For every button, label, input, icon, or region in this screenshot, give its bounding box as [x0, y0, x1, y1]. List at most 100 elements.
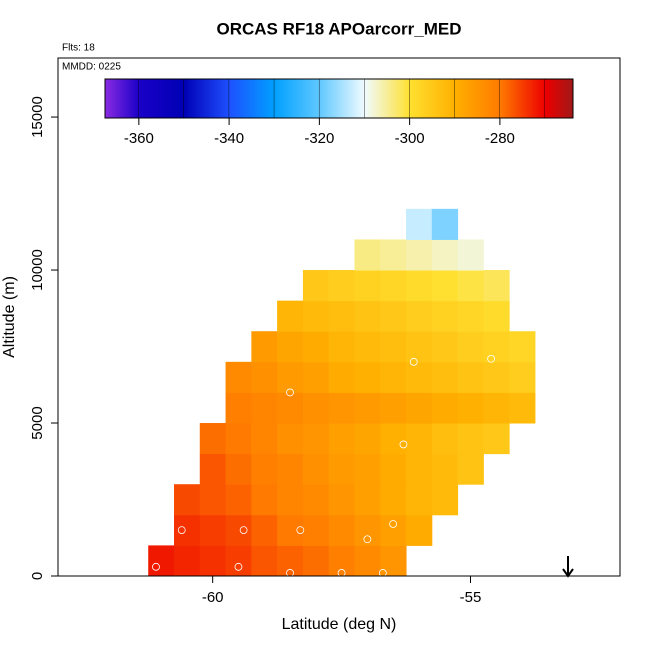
heat-cell [277, 545, 304, 577]
heat-cell [431, 392, 459, 424]
heat-cell [431, 270, 459, 302]
heat-cell [406, 331, 433, 363]
heat-cell [483, 392, 510, 424]
heat-cell [328, 300, 355, 332]
heat-cell [302, 392, 330, 424]
heat-cell [509, 392, 536, 424]
date-label: MMDD: 0225 [62, 62, 121, 73]
heat-cell [431, 300, 459, 332]
sample-point [538, 394, 547, 403]
heat-cell [302, 361, 330, 393]
heat-cell [354, 270, 381, 302]
heat-cell [406, 361, 433, 393]
sample-point [440, 195, 449, 204]
heat-cell [483, 270, 510, 302]
heat-cell [199, 453, 227, 485]
heat-cell [406, 484, 433, 516]
colorbar-segment [138, 79, 185, 118]
heat-cell [354, 331, 381, 363]
y-tick-label: 15000 [29, 96, 46, 138]
heat-cell [380, 545, 407, 577]
colorbar-frame [104, 78, 574, 119]
heat-cell [406, 208, 433, 240]
heat-cell [354, 484, 381, 516]
heat-cell [457, 361, 484, 393]
heat-cell [380, 331, 407, 363]
heat-cell [483, 423, 510, 455]
colorbar-segment [499, 79, 546, 118]
sample-point [487, 354, 496, 363]
heat-cell [174, 545, 201, 577]
heat-cell [457, 270, 484, 302]
heat-cell [302, 331, 330, 363]
heat-cell [251, 484, 278, 516]
heat-cell [380, 453, 407, 485]
colorbar-tick-label: -340 [214, 130, 244, 147]
sample-point [518, 302, 526, 311]
heat-cell [509, 361, 536, 393]
heat-cell [406, 514, 433, 546]
heat-cell [406, 392, 433, 424]
sample-point [363, 535, 372, 544]
heat-cell [328, 545, 355, 577]
colorbar: -360 -340 -320 -300 -280 [104, 78, 574, 147]
y-tick-label: 0 [29, 572, 46, 580]
axes: -60 -55 0 5000 10000 15000 [29, 96, 481, 606]
heatmap [148, 208, 536, 577]
heat-cell [431, 423, 459, 455]
heat-cell [457, 453, 484, 485]
heat-cell [328, 514, 355, 546]
heat-cell [251, 331, 278, 363]
colorbar-segment [545, 79, 574, 118]
heat-cell [354, 392, 381, 424]
heat-cell [483, 331, 510, 363]
heat-cell [148, 545, 175, 577]
heat-cell [225, 423, 252, 455]
heat-cell [199, 545, 227, 577]
heat-cell [457, 331, 484, 363]
heat-cell [431, 484, 459, 516]
sample-point [229, 334, 238, 343]
heat-cell [328, 331, 355, 363]
colorbar-tick-label: -300 [395, 130, 425, 147]
heat-cell [380, 239, 407, 271]
heat-cell [277, 423, 304, 455]
heat-cell [174, 484, 201, 516]
heat-cell [406, 300, 433, 332]
heat-cell [251, 514, 278, 546]
heat-cell [380, 484, 407, 516]
heat-cell [251, 453, 278, 485]
colorbar-segment [105, 79, 140, 118]
heat-cell [277, 484, 304, 516]
colorbar-segment [319, 79, 365, 118]
heat-cell [277, 300, 304, 332]
chart-title: ORCAS RF18 APOarcorr_MED [217, 19, 462, 38]
heat-cell [302, 514, 330, 546]
heat-cell [302, 423, 330, 455]
sample-point [177, 474, 186, 482]
heat-cell [302, 300, 330, 332]
direction-arrow [562, 556, 574, 578]
heat-cell [509, 331, 536, 363]
heat-cell [406, 239, 433, 271]
heat-cell [302, 545, 330, 577]
heat-cell [328, 270, 355, 302]
heat-cell [354, 361, 381, 393]
heat-cell [199, 484, 227, 516]
heat-cell [328, 423, 355, 455]
heat-cell [483, 361, 510, 393]
heat-cell [328, 453, 355, 485]
heat-cell [277, 392, 304, 424]
heat-cell [277, 361, 304, 393]
heat-cell [199, 514, 227, 546]
colorbar-tick-label: -280 [485, 130, 515, 147]
colorbar-segment [229, 79, 275, 118]
heat-cell [328, 361, 355, 393]
heat-cell [277, 331, 304, 363]
heat-cell [277, 514, 304, 546]
heat-cell [431, 331, 459, 363]
colorbar-tick-label: -360 [124, 130, 154, 147]
heat-cell [406, 453, 433, 485]
heat-cell [406, 423, 433, 455]
heat-cell [380, 423, 407, 455]
